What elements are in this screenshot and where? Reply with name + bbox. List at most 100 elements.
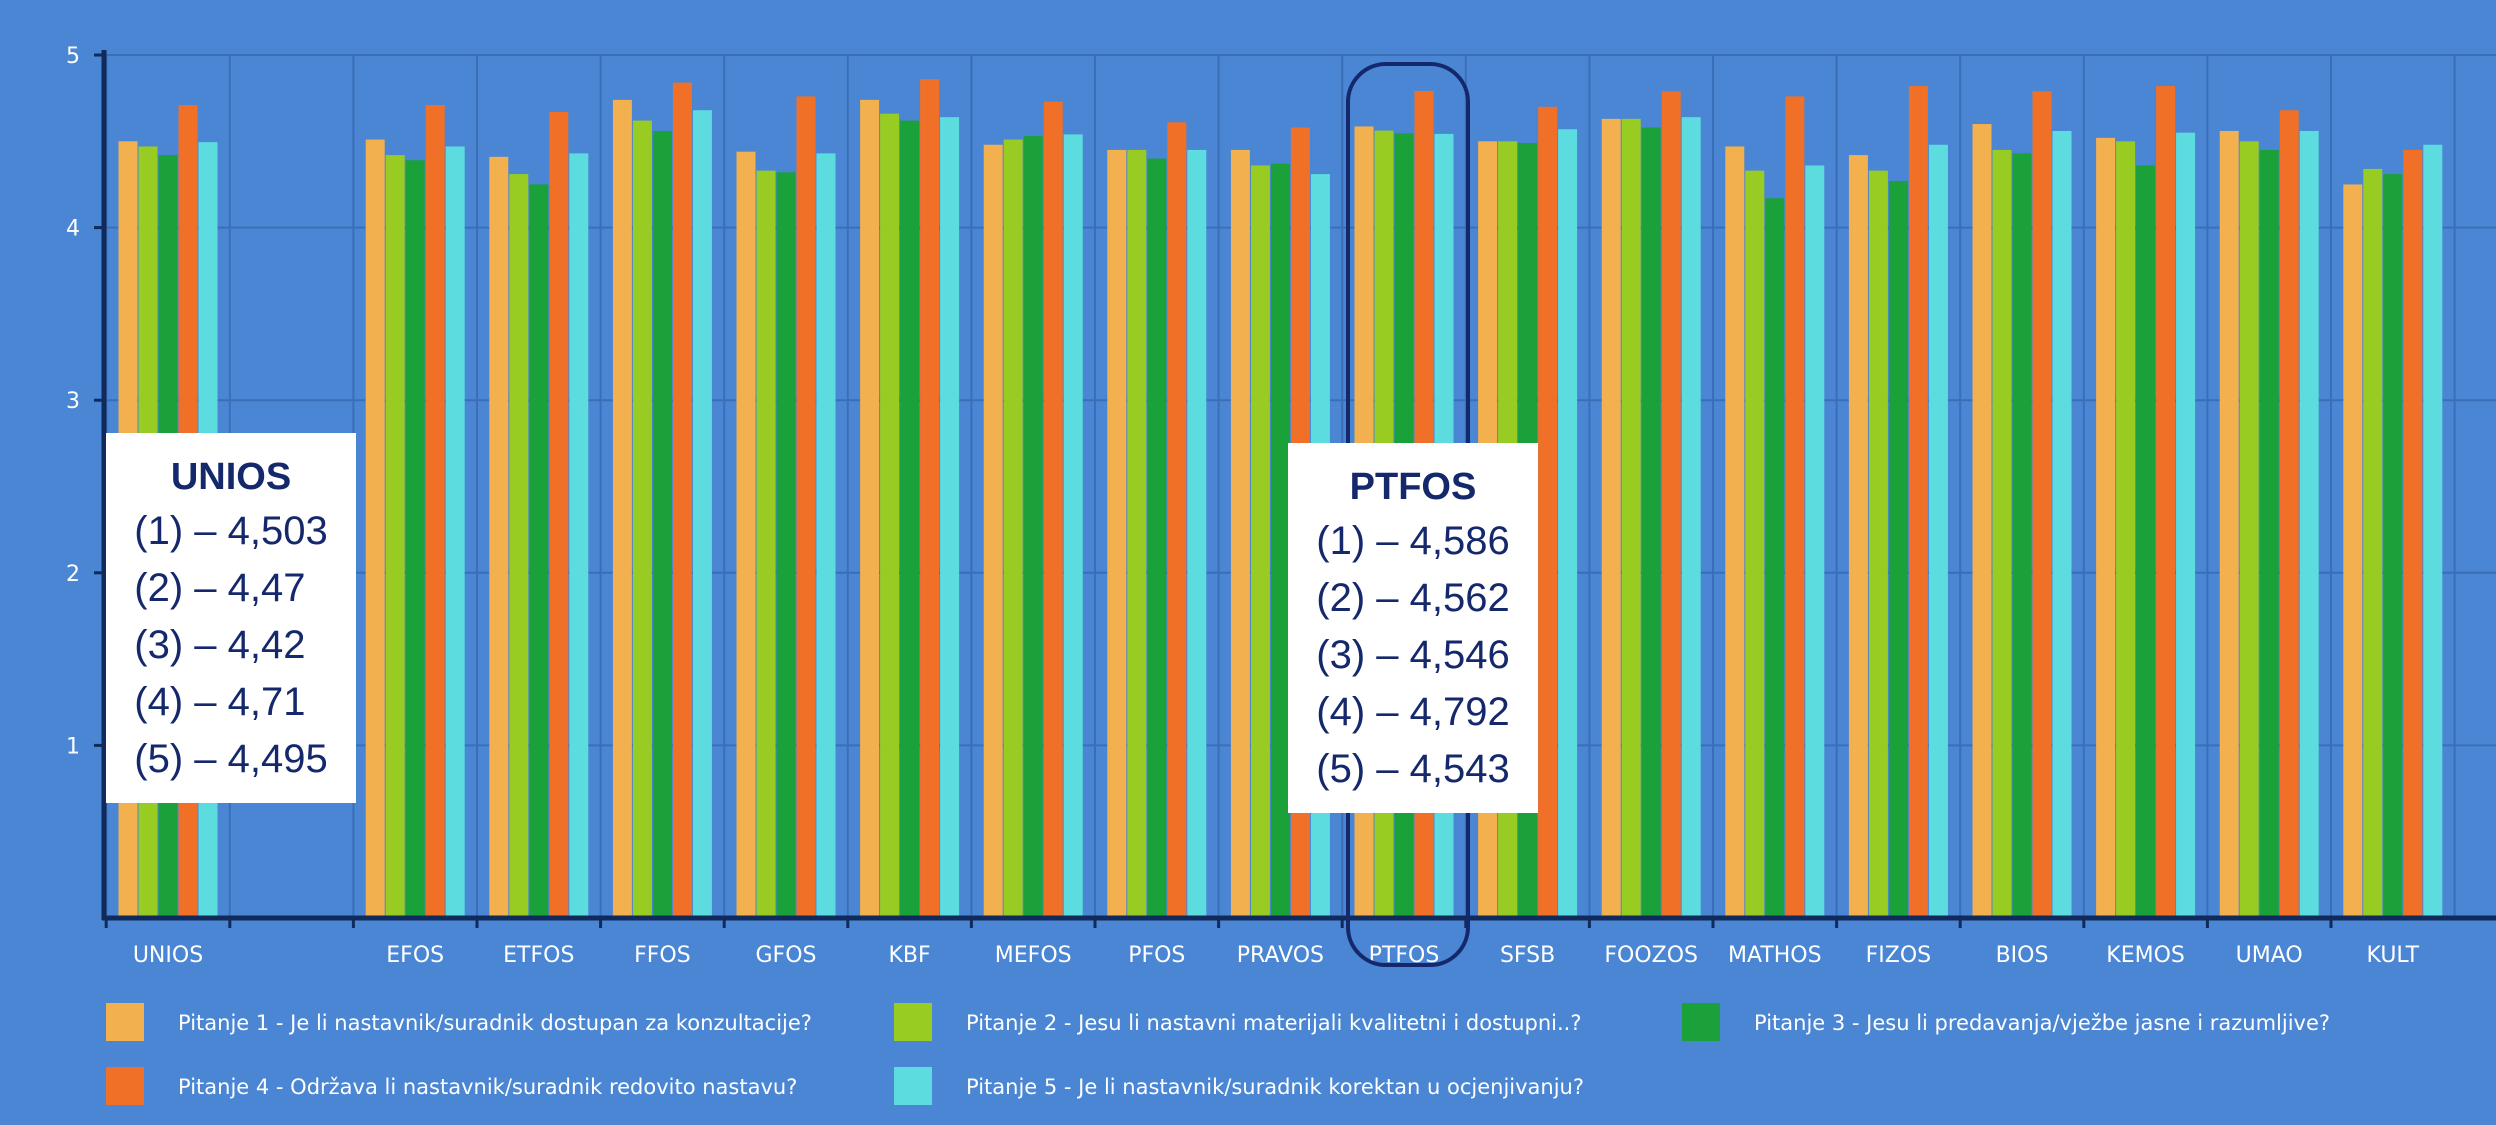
bar-foozos-q4 (1661, 91, 1681, 919)
bar-gfos-q5 (816, 153, 836, 918)
bar-mefos-q3 (1023, 136, 1043, 918)
bar-kbf-q2 (880, 113, 900, 918)
bar-ffos-q3 (652, 130, 672, 919)
callout-line: (4) – 4,792 (1316, 690, 1510, 734)
x-category-label: KBF (889, 943, 931, 968)
callout-line: (4) – 4,71 (134, 680, 306, 724)
x-category-label: KEMOS (2106, 943, 2185, 968)
bar-kemos-q3 (2136, 165, 2156, 919)
x-category-label: PRAVOS (1237, 943, 1324, 968)
x-category-label: EFOS (386, 943, 444, 968)
bar-bios-q3 (2012, 153, 2032, 918)
x-category-label: ETFOS (503, 943, 574, 968)
bar-kemos-q1 (2096, 137, 2116, 918)
bar-kult-q3 (2383, 174, 2403, 918)
x-category-label: SFSB (1500, 943, 1555, 968)
bar-fizos-q2 (1868, 170, 1888, 919)
callout-line: (2) – 4,47 (134, 566, 306, 610)
bar-etfos-q1 (489, 156, 509, 919)
x-category-label: PFOS (1128, 943, 1185, 968)
bar-fizos-q5 (1928, 144, 1948, 918)
bar-fizos-q4 (1908, 86, 1928, 919)
callout-line: (1) – 4,586 (1316, 519, 1510, 563)
bar-foozos-q5 (1681, 117, 1701, 919)
x-category-label: MATHOS (1728, 943, 1822, 968)
bar-umao-q3 (2259, 149, 2279, 918)
legend-label: Pitanje 3 - Jesu li predavanja/vježbe ja… (1754, 1011, 2330, 1035)
bar-bios-q5 (2052, 130, 2072, 919)
bar-kbf-q4 (920, 79, 940, 918)
y-tick-label: 2 (66, 562, 80, 587)
bar-mathos-q5 (1805, 165, 1825, 919)
bar-etfos-q4 (549, 111, 569, 918)
bar-umao-q4 (2279, 110, 2299, 919)
y-tick-label: 3 (66, 389, 80, 414)
bar-foozos-q1 (1601, 118, 1621, 918)
bar-pravos-q1 (1230, 149, 1250, 918)
bar-mathos-q2 (1745, 170, 1765, 919)
bar-pravos-q3 (1270, 163, 1290, 918)
bar-kemos-q4 (2156, 86, 2176, 919)
x-category-label: BIOS (1996, 943, 2049, 968)
legend-label: Pitanje 1 - Je li nastavnik/suradnik dos… (178, 1011, 812, 1035)
legend-label: Pitanje 4 - Održava li nastavnik/suradni… (178, 1075, 797, 1099)
bar-gfos-q4 (796, 96, 816, 918)
bar-fizos-q3 (1888, 180, 1908, 919)
bar-fizos-q1 (1848, 155, 1868, 918)
bar-foozos-q3 (1641, 127, 1661, 918)
bar-kbf-q3 (900, 120, 920, 918)
bar-efos-q1 (365, 139, 385, 919)
legend-swatch (894, 1067, 932, 1105)
x-category-label: MEFOS (995, 943, 1072, 968)
bar-gfos-q2 (756, 170, 776, 919)
bar-efos-q4 (425, 105, 445, 918)
x-category-label: FOOZOS (1604, 943, 1698, 968)
y-tick-labels: 1 2 3 4 5 (66, 44, 80, 759)
bar-efos-q2 (385, 155, 405, 918)
bar-pfos-q5 (1187, 149, 1207, 918)
bar-umao-q1 (2219, 130, 2239, 919)
bar-mathos-q1 (1725, 146, 1745, 918)
callout-line: (3) – 4,42 (134, 623, 306, 667)
bar-mefos-q2 (1003, 139, 1023, 919)
bar-pravos-q2 (1250, 165, 1270, 919)
bar-ffos-q2 (632, 120, 652, 918)
bar-foozos-q2 (1621, 118, 1641, 918)
bar-etfos-q2 (509, 174, 529, 918)
bar-mefos-q1 (983, 144, 1003, 918)
bar-kbf-q5 (940, 117, 960, 919)
bar-mefos-q5 (1063, 134, 1083, 918)
bar-ffos-q1 (612, 99, 632, 919)
callout-line: (3) – 4,546 (1316, 633, 1510, 677)
bar-bios-q2 (1992, 149, 2012, 918)
bar-bios-q4 (2032, 91, 2052, 919)
callout-title: PTFOS (1349, 466, 1477, 508)
bar-etfos-q3 (529, 184, 549, 918)
x-category-label: UNIOS (133, 943, 203, 968)
axes (94, 50, 2496, 928)
bar-kult-q4 (2403, 149, 2423, 918)
callout-line: (2) – 4,562 (1316, 576, 1510, 620)
legend-swatch (106, 1003, 144, 1041)
bar-efos-q5 (445, 146, 465, 918)
legend-swatch (1682, 1003, 1720, 1041)
callout-unios: UNIOS (1) – 4,503 (2) – 4,47 (3) – 4,42 … (106, 433, 356, 803)
bar-sfsb-q5 (1558, 129, 1578, 918)
x-category-labels: UNIOS EFOS ETFOS FFOS GFOS KBF MEFOS PFOS PRAVOS… (133, 943, 2420, 968)
x-category-label: FIZOS (1866, 943, 1932, 968)
callout-line: (5) – 4,495 (134, 737, 328, 781)
bar-kbf-q1 (860, 99, 880, 919)
y-tick-label: 4 (66, 217, 80, 242)
bar-mefos-q4 (1043, 101, 1063, 919)
legend-swatch (106, 1067, 144, 1105)
bar-umao-q2 (2239, 141, 2259, 919)
bar-sfsb-q4 (1538, 106, 1558, 918)
bar-efos-q3 (405, 160, 425, 918)
bar-pfos-q3 (1147, 158, 1167, 918)
bar-ffos-q5 (692, 110, 712, 919)
legend: Pitanje 1 - Je li nastavnik/suradnik dos… (106, 1003, 2330, 1105)
bar-pfos-q4 (1167, 122, 1187, 918)
legend-label: Pitanje 2 - Jesu li nastavni materijali … (966, 1011, 1582, 1035)
